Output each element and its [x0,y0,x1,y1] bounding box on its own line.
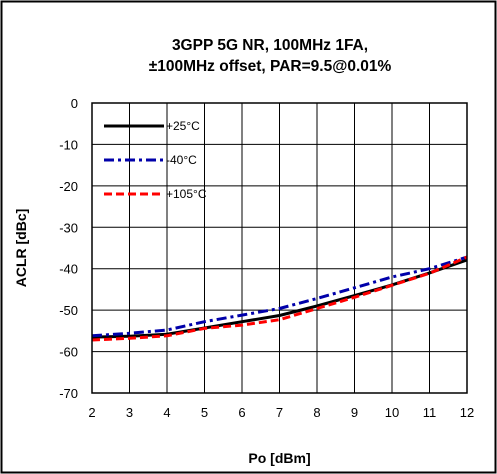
x-tick-label: 8 [313,405,320,420]
x-tick-label: 11 [423,405,437,420]
y-tick-label: -40 [59,262,78,277]
legend-label-1: -40°C [166,153,197,167]
x-tick-label: 10 [385,405,399,420]
data-series [91,255,468,342]
x-tick-label: 3 [126,405,133,420]
y-tick-label: -70 [59,386,78,401]
x-tick-label: 4 [163,405,170,420]
legend: +25°C -40°C +105°C [104,119,207,201]
series-line-2 [91,255,468,342]
y-axis-label: ACLR [dBc] [13,209,29,288]
x-tick-label: 2 [88,405,95,420]
x-tick-label: 9 [351,405,358,420]
y-tick-label: -10 [59,137,78,152]
x-tick-label: 5 [201,405,208,420]
y-tick-labels: 0 -10 -20 -30 -40 -50 -60 -70 [59,96,78,401]
y-tick-label: 0 [71,96,78,111]
legend-label-2: +105°C [166,187,207,201]
x-tick-label: 7 [276,405,283,420]
plot-area-frame [91,102,468,394]
y-tick-label: -20 [59,179,78,194]
y-tick-label: -30 [59,220,78,235]
y-tick-label: -60 [59,345,78,360]
series-line-1 [91,255,468,338]
chart-title-line-2: ±100MHz offset, PAR=9.5@0.01% [149,58,392,75]
legend-label-0: +25°C [166,119,200,133]
y-tick-label: -50 [59,303,78,318]
chart-title-line-1: 3GPP 5G NR, 100MHz 1FA, [172,37,368,54]
x-axis-label: Po [dBm] [248,450,310,466]
x-tick-label: 12 [460,405,474,420]
x-tick-labels: 2 3 4 5 6 7 8 9 10 11 12 [88,405,474,420]
x-tick-label: 6 [238,405,245,420]
